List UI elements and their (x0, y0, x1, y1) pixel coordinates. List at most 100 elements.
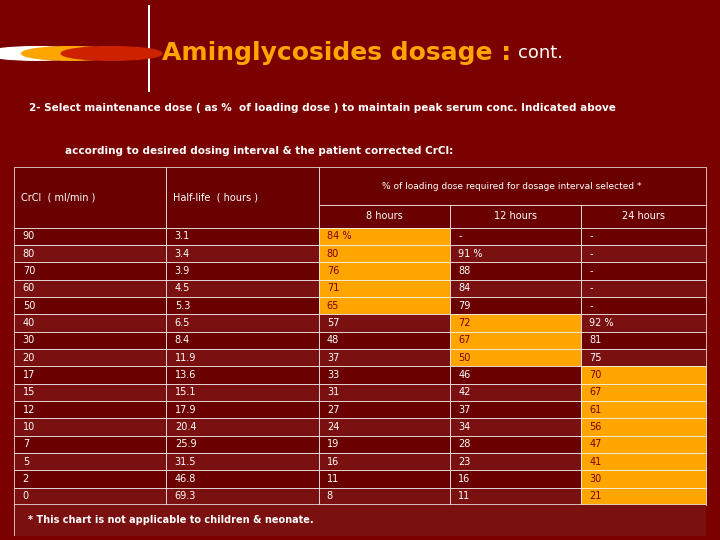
Text: 67: 67 (590, 387, 602, 397)
FancyBboxPatch shape (14, 332, 166, 349)
Text: 3.9: 3.9 (175, 266, 190, 276)
FancyBboxPatch shape (581, 245, 706, 262)
Circle shape (22, 46, 122, 60)
Text: 42: 42 (458, 387, 471, 397)
FancyBboxPatch shape (450, 332, 581, 349)
Text: 41: 41 (590, 457, 602, 467)
Text: 23: 23 (458, 457, 471, 467)
FancyBboxPatch shape (581, 436, 706, 453)
FancyBboxPatch shape (318, 384, 450, 401)
Text: 40: 40 (23, 318, 35, 328)
FancyBboxPatch shape (581, 262, 706, 280)
FancyBboxPatch shape (450, 401, 581, 418)
FancyBboxPatch shape (318, 401, 450, 418)
Text: 81: 81 (590, 335, 602, 346)
FancyBboxPatch shape (450, 228, 581, 245)
FancyBboxPatch shape (581, 366, 706, 384)
Text: 3.4: 3.4 (175, 249, 190, 259)
Text: 11: 11 (458, 491, 470, 501)
Text: 11.9: 11.9 (175, 353, 196, 363)
FancyBboxPatch shape (14, 349, 166, 366)
FancyBboxPatch shape (318, 262, 450, 280)
FancyBboxPatch shape (450, 349, 581, 366)
FancyBboxPatch shape (166, 349, 318, 366)
Text: 6.5: 6.5 (175, 318, 190, 328)
FancyBboxPatch shape (166, 280, 318, 297)
FancyBboxPatch shape (14, 366, 166, 384)
FancyBboxPatch shape (318, 314, 450, 332)
Text: 7: 7 (23, 440, 29, 449)
Text: -: - (590, 249, 593, 259)
FancyBboxPatch shape (14, 470, 166, 488)
FancyBboxPatch shape (318, 488, 450, 505)
Text: 16: 16 (458, 474, 470, 484)
FancyBboxPatch shape (14, 488, 166, 505)
Text: 20.4: 20.4 (175, 422, 197, 432)
FancyBboxPatch shape (166, 228, 318, 245)
Text: 28: 28 (458, 440, 471, 449)
FancyBboxPatch shape (581, 453, 706, 470)
FancyBboxPatch shape (166, 262, 318, 280)
Text: 37: 37 (458, 404, 471, 415)
Text: 70: 70 (590, 370, 602, 380)
Text: CrCl  ( ml/min ): CrCl ( ml/min ) (22, 193, 96, 202)
Text: 50: 50 (23, 301, 35, 310)
Text: 17: 17 (23, 370, 35, 380)
Text: 57: 57 (327, 318, 339, 328)
Text: -: - (458, 232, 462, 241)
Text: cont.: cont. (518, 44, 563, 63)
Text: % of loading dose required for dosage interval selected *: % of loading dose required for dosage in… (382, 181, 642, 191)
FancyBboxPatch shape (581, 228, 706, 245)
Text: 2: 2 (23, 474, 29, 484)
FancyBboxPatch shape (581, 297, 706, 314)
FancyBboxPatch shape (14, 384, 166, 401)
Text: 56: 56 (590, 422, 602, 432)
Text: 21: 21 (590, 491, 602, 501)
FancyBboxPatch shape (581, 332, 706, 349)
Text: 8.4: 8.4 (175, 335, 190, 346)
FancyBboxPatch shape (318, 332, 450, 349)
FancyBboxPatch shape (14, 167, 166, 228)
FancyBboxPatch shape (450, 418, 581, 436)
Text: 31: 31 (327, 387, 339, 397)
Text: Half-life  ( hours ): Half-life ( hours ) (174, 193, 258, 202)
Text: * This chart is not applicable to children & neonate.: * This chart is not applicable to childr… (28, 515, 314, 525)
FancyBboxPatch shape (450, 245, 581, 262)
FancyBboxPatch shape (148, 5, 150, 92)
Text: 65: 65 (327, 301, 339, 310)
Text: 79: 79 (458, 301, 471, 310)
FancyBboxPatch shape (318, 280, 450, 297)
FancyBboxPatch shape (14, 262, 166, 280)
Text: -: - (590, 284, 593, 293)
Text: 34: 34 (458, 422, 470, 432)
Text: 15: 15 (23, 387, 35, 397)
Text: 17.9: 17.9 (175, 404, 197, 415)
Text: 31.5: 31.5 (175, 457, 197, 467)
FancyBboxPatch shape (166, 366, 318, 384)
FancyBboxPatch shape (14, 418, 166, 436)
Text: 48: 48 (327, 335, 339, 346)
FancyBboxPatch shape (450, 488, 581, 505)
FancyBboxPatch shape (450, 262, 581, 280)
Text: 70: 70 (23, 266, 35, 276)
Text: 15.1: 15.1 (175, 387, 197, 397)
FancyBboxPatch shape (166, 314, 318, 332)
FancyBboxPatch shape (450, 384, 581, 401)
FancyBboxPatch shape (450, 436, 581, 453)
FancyBboxPatch shape (14, 228, 166, 245)
Text: 69.3: 69.3 (175, 491, 196, 501)
Text: 46.8: 46.8 (175, 474, 196, 484)
FancyBboxPatch shape (318, 453, 450, 470)
Text: 0: 0 (23, 491, 29, 501)
FancyBboxPatch shape (166, 418, 318, 436)
FancyBboxPatch shape (318, 470, 450, 488)
Text: -: - (590, 266, 593, 276)
FancyBboxPatch shape (166, 384, 318, 401)
FancyBboxPatch shape (581, 384, 706, 401)
Text: 8 hours: 8 hours (366, 211, 402, 221)
Text: 24: 24 (327, 422, 339, 432)
Text: 5: 5 (23, 457, 29, 467)
Text: 8: 8 (327, 491, 333, 501)
Text: 13.6: 13.6 (175, 370, 196, 380)
Text: 27: 27 (327, 404, 339, 415)
